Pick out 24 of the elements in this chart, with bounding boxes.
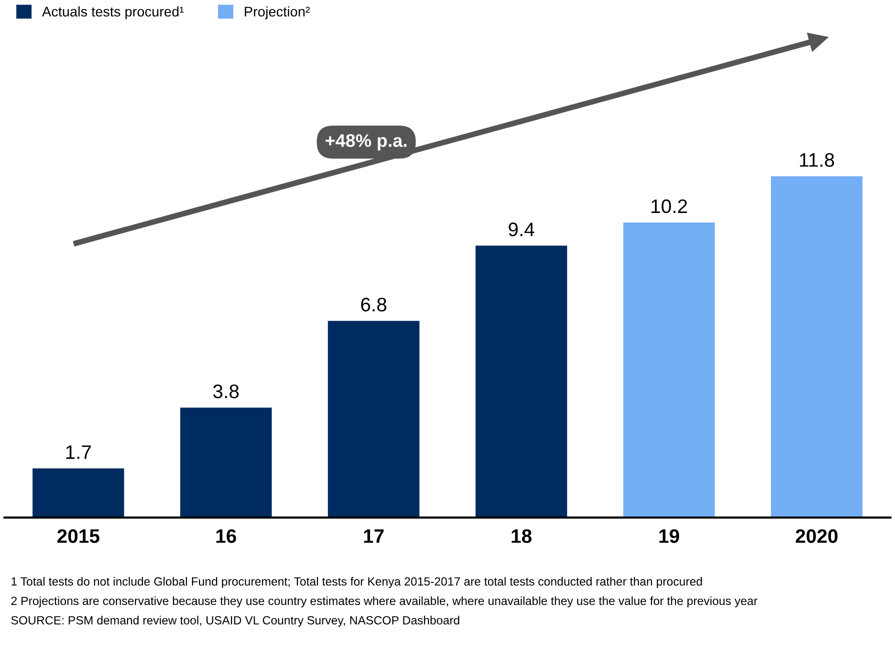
- x-tick-label: 16: [216, 529, 236, 543]
- legend-label: Actuals tests procured¹: [42, 6, 184, 20]
- bar: [180, 408, 272, 518]
- bar: [32, 468, 124, 518]
- data-label: 1.7: [66, 445, 91, 459]
- x-tick-label: 2020: [796, 529, 838, 543]
- text: +48% p.a.: [326, 134, 406, 151]
- data-label: 3.8: [213, 384, 239, 398]
- data-label: 6.8: [361, 298, 386, 312]
- bar: [770, 176, 862, 518]
- source-note: SOURCE: PSM demand review tool, USAID VL Country Survey, NASCOP Dashboard: [11, 616, 460, 627]
- text: 1 Total tests do not include Global Fund procurement; Total tests for Kenya 2015-2017 are total tests conducted rather than procured: [12, 576, 702, 588]
- x-tick-label: 17: [364, 529, 384, 543]
- text: 2 Projections are conservative because they use country estimates where available, where unavailable they use the value for the previous year: [11, 596, 758, 608]
- bar: [623, 222, 715, 518]
- data-label: 11.8: [800, 153, 834, 167]
- x-tick-label: 19: [659, 529, 680, 543]
- data-label: 10.2: [652, 199, 687, 214]
- x-tick-label: 2015: [57, 529, 100, 543]
- x-tick-label: 18: [512, 529, 532, 543]
- legend-label: Projection²: [244, 6, 310, 20]
- bar: [476, 246, 568, 518]
- data-label: 9.4: [508, 222, 534, 236]
- bar: [328, 320, 420, 518]
